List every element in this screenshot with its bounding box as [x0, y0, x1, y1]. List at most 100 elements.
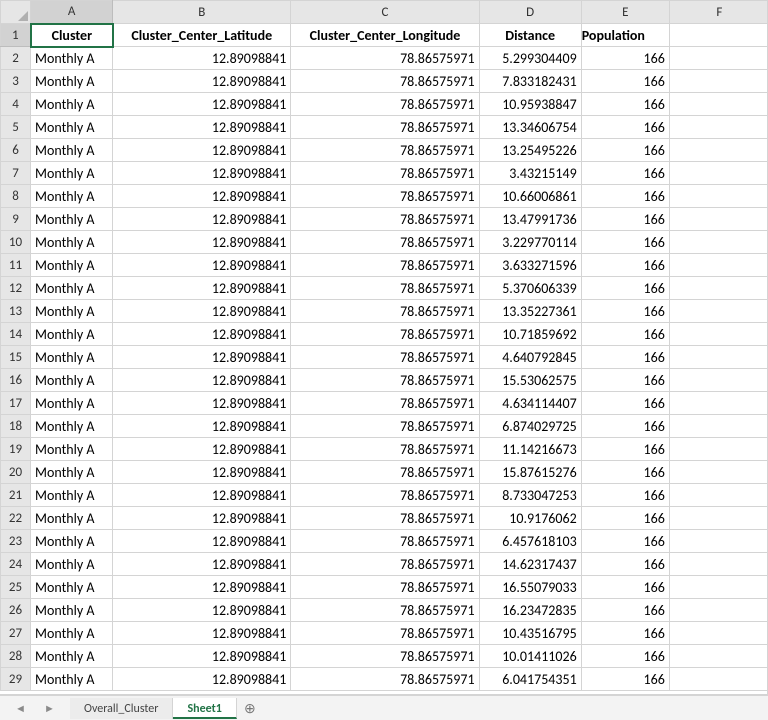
cell[interactable]: 12.89098841 — [113, 484, 291, 507]
cell[interactable]: 166 — [581, 576, 669, 599]
cell[interactable] — [669, 139, 768, 162]
cell[interactable] — [669, 622, 768, 645]
cell[interactable]: Cluster — [31, 24, 113, 47]
tab-overall-cluster[interactable]: Overall_Cluster — [70, 698, 173, 719]
tab-sheet1[interactable]: Sheet1 — [173, 698, 236, 719]
cell[interactable]: 78.86575971 — [291, 530, 479, 553]
cell[interactable]: Monthly A — [31, 530, 113, 553]
cell[interactable]: 12.89098841 — [113, 438, 291, 461]
cell[interactable]: Monthly A — [31, 185, 113, 208]
cell[interactable] — [669, 185, 768, 208]
cell[interactable]: 12.89098841 — [113, 254, 291, 277]
cell[interactable]: Monthly A — [31, 70, 113, 93]
cell[interactable]: 16.55079033 — [479, 576, 581, 599]
cell[interactable] — [669, 484, 768, 507]
row-header[interactable]: 11 — [1, 254, 31, 277]
cell[interactable]: Monthly A — [31, 231, 113, 254]
col-header-D[interactable]: D — [479, 1, 581, 24]
cell[interactable]: 166 — [581, 277, 669, 300]
cell[interactable]: 12.89098841 — [113, 369, 291, 392]
cell[interactable] — [669, 24, 768, 47]
row-header[interactable]: 5 — [1, 116, 31, 139]
cell[interactable]: 13.35227361 — [479, 300, 581, 323]
cell[interactable]: Monthly A — [31, 300, 113, 323]
cell[interactable]: 166 — [581, 622, 669, 645]
cell[interactable]: Cluster_Center_Longitude — [291, 24, 479, 47]
cell[interactable]: 166 — [581, 208, 669, 231]
cell[interactable] — [669, 392, 768, 415]
cell[interactable]: 78.86575971 — [291, 438, 479, 461]
cell[interactable] — [669, 438, 768, 461]
cell[interactable]: 12.89098841 — [113, 576, 291, 599]
cell[interactable] — [669, 300, 768, 323]
cell[interactable] — [669, 254, 768, 277]
cell[interactable]: 5.370606339 — [479, 277, 581, 300]
cell[interactable]: 166 — [581, 185, 669, 208]
cell[interactable]: 13.47991736 — [479, 208, 581, 231]
cell[interactable]: Monthly A — [31, 392, 113, 415]
cell[interactable]: 12.89098841 — [113, 116, 291, 139]
cell[interactable]: 12.89098841 — [113, 277, 291, 300]
cell[interactable]: Distance — [479, 24, 581, 47]
cell[interactable] — [669, 70, 768, 93]
cell[interactable] — [669, 599, 768, 622]
cell[interactable]: 14.62317437 — [479, 553, 581, 576]
cell[interactable]: 10.43516795 — [479, 622, 581, 645]
cell[interactable]: 12.89098841 — [113, 530, 291, 553]
cell[interactable]: 10.71859692 — [479, 323, 581, 346]
row-header[interactable]: 12 — [1, 277, 31, 300]
row-header[interactable]: 14 — [1, 323, 31, 346]
cell[interactable]: 78.86575971 — [291, 484, 479, 507]
cell[interactable] — [669, 415, 768, 438]
cell[interactable]: 16.23472835 — [479, 599, 581, 622]
cell[interactable]: 4.640792845 — [479, 346, 581, 369]
cell[interactable]: Monthly A — [31, 668, 113, 691]
select-all-corner[interactable] — [1, 1, 31, 24]
cell[interactable]: Monthly A — [31, 47, 113, 70]
row-header[interactable]: 19 — [1, 438, 31, 461]
cell[interactable]: 166 — [581, 530, 669, 553]
row-header[interactable]: 2 — [1, 47, 31, 70]
cell[interactable]: 12.89098841 — [113, 668, 291, 691]
cell[interactable]: Monthly A — [31, 323, 113, 346]
cell[interactable]: 12.89098841 — [113, 231, 291, 254]
cell[interactable]: Monthly A — [31, 438, 113, 461]
cell[interactable]: Monthly A — [31, 415, 113, 438]
cell[interactable]: 6.041754351 — [479, 668, 581, 691]
cell[interactable]: 78.86575971 — [291, 645, 479, 668]
row-header[interactable]: 18 — [1, 415, 31, 438]
cell[interactable]: 12.89098841 — [113, 300, 291, 323]
cell[interactable]: 78.86575971 — [291, 369, 479, 392]
row-header[interactable]: 3 — [1, 70, 31, 93]
cell[interactable]: Monthly A — [31, 645, 113, 668]
cell[interactable] — [669, 208, 768, 231]
cell[interactable]: 78.86575971 — [291, 599, 479, 622]
cell[interactable]: 78.86575971 — [291, 415, 479, 438]
cell[interactable]: Monthly A — [31, 116, 113, 139]
cell[interactable]: 78.86575971 — [291, 346, 479, 369]
cell[interactable]: 166 — [581, 645, 669, 668]
cell[interactable]: 6.874029725 — [479, 415, 581, 438]
cell[interactable]: 166 — [581, 599, 669, 622]
cell[interactable]: 166 — [581, 415, 669, 438]
cell[interactable]: 12.89098841 — [113, 47, 291, 70]
row-header[interactable]: 1 — [1, 24, 31, 47]
cell[interactable] — [669, 507, 768, 530]
cell[interactable]: 78.86575971 — [291, 231, 479, 254]
cell[interactable]: 166 — [581, 139, 669, 162]
cell[interactable]: 10.01411026 — [479, 645, 581, 668]
cell[interactable]: 3.43215149 — [479, 162, 581, 185]
cell[interactable]: 78.86575971 — [291, 553, 479, 576]
cell[interactable] — [669, 530, 768, 553]
cell[interactable]: Monthly A — [31, 599, 113, 622]
cell[interactable]: 13.25495226 — [479, 139, 581, 162]
cell[interactable]: 78.86575971 — [291, 139, 479, 162]
row-header[interactable]: 6 — [1, 139, 31, 162]
cell[interactable]: 10.9176062 — [479, 507, 581, 530]
cell[interactable]: 5.299304409 — [479, 47, 581, 70]
row-header[interactable]: 17 — [1, 392, 31, 415]
cell[interactable]: 12.89098841 — [113, 507, 291, 530]
cell[interactable]: 12.89098841 — [113, 415, 291, 438]
cell[interactable]: 78.86575971 — [291, 116, 479, 139]
cell[interactable]: 11.14216673 — [479, 438, 581, 461]
